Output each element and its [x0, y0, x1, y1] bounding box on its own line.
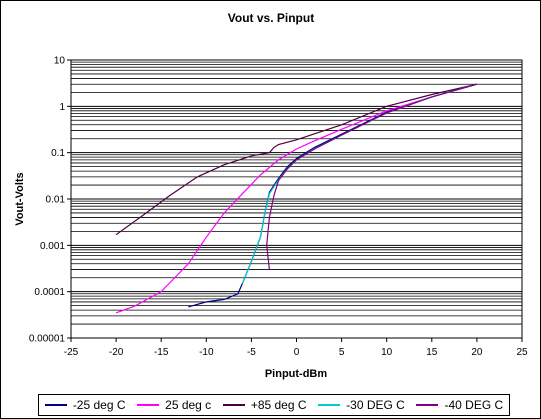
- legend-entry: -40 DEG C: [416, 398, 503, 412]
- legend-label: +85 deg C: [250, 398, 307, 412]
- x-axis-label: Pinput-dBm: [265, 368, 328, 380]
- x-tick-label: 0: [294, 347, 300, 358]
- legend-entry: -25 deg C: [44, 398, 126, 412]
- grid-lines: [71, 61, 522, 339]
- y-axis-label: Vout-Volts: [14, 172, 26, 225]
- y-tick-label: 0.0001: [34, 287, 65, 298]
- legend-swatch: [318, 404, 341, 406]
- legend-label: -40 DEG C: [444, 398, 504, 412]
- x-tick-label: 5: [339, 347, 345, 358]
- x-tick-label: 10: [381, 347, 393, 358]
- x-tick-label: -20: [109, 347, 124, 358]
- legend-entry: -30 DEG C: [318, 398, 405, 412]
- legend-label: -25 deg C: [72, 398, 126, 412]
- y-tick-label: 0.01: [46, 195, 66, 206]
- series-line-0: [188, 83, 478, 308]
- legend-swatch: [416, 404, 439, 406]
- y-axis-ticks: 10 1 0.1 0.01 0.001 0.0001 0.00001: [29, 56, 71, 345]
- y-tick-label: 0.00001: [29, 334, 66, 345]
- chart-title: Vout vs. Pinput: [228, 11, 314, 25]
- y-tick-label: 0.1: [51, 148, 65, 159]
- x-tick-label: -15: [154, 347, 169, 358]
- legend-swatch: [137, 404, 160, 406]
- y-tick-label: 0.001: [40, 241, 65, 252]
- x-tick-label: 20: [471, 347, 483, 358]
- y-tick-label: 10: [54, 56, 66, 67]
- legend-label: 25 deg c: [165, 398, 212, 412]
- legend-entry: +85 deg C: [222, 398, 307, 412]
- legend: -25 deg C 25 deg c +85 deg C -30 DEG C -40 D…: [38, 394, 510, 416]
- series-line-4: [266, 83, 478, 270]
- x-tick-label: -25: [64, 347, 79, 358]
- legend-entry: 25 deg c: [137, 398, 211, 412]
- series-line-1: [115, 83, 478, 314]
- x-axis-ticks: -25 -20 -15 -10 -5 0 5 10 15 20 25: [64, 338, 528, 358]
- series-line-2: [115, 83, 478, 236]
- legend-swatch: [222, 404, 245, 406]
- x-tick-label: -10: [199, 347, 214, 358]
- x-tick-label: 15: [426, 347, 438, 358]
- legend-label: -30 DEG C: [346, 398, 405, 412]
- x-tick-label: -5: [247, 347, 256, 358]
- x-tick-label: 25: [516, 347, 528, 358]
- legend-swatch: [44, 404, 67, 406]
- series-lines: [115, 83, 478, 314]
- y-tick-label: 1: [59, 102, 65, 113]
